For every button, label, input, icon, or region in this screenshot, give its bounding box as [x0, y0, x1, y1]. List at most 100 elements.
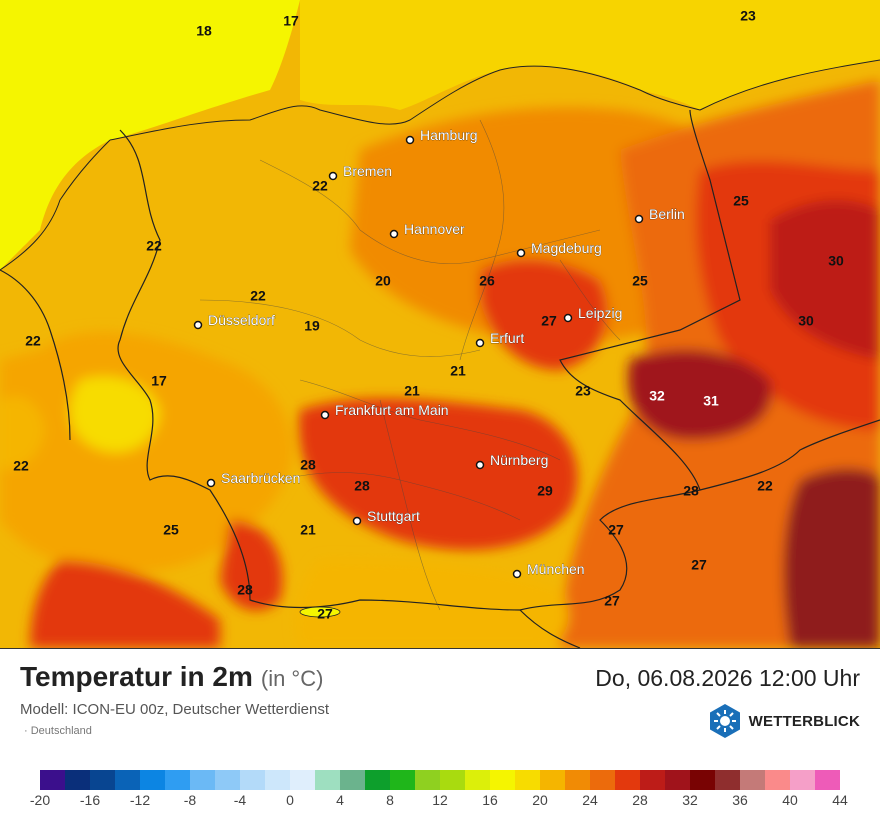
- color-scale-segment: [115, 770, 140, 790]
- color-scale-segment: [590, 770, 615, 790]
- country-borders: [0, 109, 880, 648]
- color-scale-tick-label: -8: [183, 792, 197, 808]
- color-scale-segment: [390, 770, 415, 790]
- color-scale-segment: [215, 770, 240, 790]
- city-label: München: [527, 561, 585, 577]
- temperature-map: Hamburg Bremen Hannover Berlin Magdeburg Düss…: [0, 0, 880, 649]
- city-label: Leipzig: [578, 305, 622, 321]
- city-label: Stuttgart: [367, 508, 420, 524]
- city-label: Hannover: [404, 221, 465, 237]
- temperature-label: 25: [733, 193, 749, 209]
- temperature-label: 21: [300, 522, 316, 538]
- temperature-labels-layer: 18 17 23 22 22 25 22 20 26 25 30 27 30 22 19 17 21 21 23 32…: [13, 8, 844, 622]
- temperature-label: 26: [479, 273, 495, 289]
- temperature-label: 28: [683, 483, 699, 499]
- temperature-label: 22: [13, 458, 29, 474]
- color-scale-segment: [90, 770, 115, 790]
- city-label: Erfurt: [490, 330, 524, 346]
- color-scale-segment: [40, 770, 65, 790]
- temperature-label: 29: [537, 483, 553, 499]
- temperature-label: 19: [304, 318, 320, 334]
- model-subtitle: Modell: ICON-EU 00z, Deutscher Wetterdie…: [20, 701, 330, 718]
- color-scale-segment: [265, 770, 290, 790]
- color-scale-segment: [790, 770, 815, 790]
- temperature-label: 22: [250, 288, 266, 304]
- city-label: Düsseldorf: [208, 312, 275, 328]
- color-scale-segment: [540, 770, 565, 790]
- color-scale-segment: [715, 770, 740, 790]
- color-scale-tick-label: -4: [233, 792, 247, 808]
- temperature-label: 23: [740, 8, 756, 24]
- color-scale-segment: [690, 770, 715, 790]
- color-scale-segment: [340, 770, 365, 790]
- color-scale-tick-label: 4: [336, 792, 344, 808]
- state-borders: [199, 119, 621, 611]
- color-scale-segment: [815, 770, 840, 790]
- temperature-label: 31: [703, 393, 719, 409]
- temperature-label: 21: [404, 383, 420, 399]
- color-scale-tick-label: -16: [79, 792, 101, 808]
- city-marker: [405, 135, 415, 145]
- temperature-label: 17: [151, 373, 167, 389]
- city-marker: [512, 569, 522, 579]
- color-scale-ticks: -20 -16 -12 -8 -4 0 4 8 12 16 20 24 28 32 36 40 44: [30, 792, 848, 810]
- baltic-sea: [300, 0, 880, 110]
- color-scale-tick-label: 0: [286, 792, 294, 808]
- color-scale-segment: [140, 770, 165, 790]
- color-scale-segment: [740, 770, 765, 790]
- city-layer: Hamburg Bremen Hannover Berlin Magdeburg Düss…: [193, 127, 685, 579]
- north-sea: [0, 0, 300, 270]
- color-scale-tick-label: 44: [832, 792, 848, 808]
- city-marker: [328, 171, 338, 181]
- temperature-label: 22: [757, 478, 773, 494]
- color-scale-segment: [465, 770, 490, 790]
- color-scale-segment: [290, 770, 315, 790]
- color-scale-segment: [415, 770, 440, 790]
- temperature-label: 27: [608, 522, 624, 538]
- city-marker: [563, 313, 573, 323]
- temperature-label: 23: [575, 383, 591, 399]
- wetterblick-logo[interactable]: WETTERBLICK: [707, 703, 860, 739]
- color-scale-tick-label: -20: [29, 792, 51, 808]
- temperature-label: 22: [312, 178, 328, 194]
- temperature-label: 25: [163, 522, 179, 538]
- color-scale-segment: [515, 770, 540, 790]
- color-scale-tick-label: 32: [682, 792, 698, 808]
- temperature-field: [0, 80, 880, 648]
- sun-logo-icon: [709, 704, 740, 738]
- city-marker: [475, 338, 485, 348]
- temperature-label: 22: [146, 238, 162, 254]
- color-scale-tick-label: 28: [632, 792, 648, 808]
- title-text: Temperatur in 2m: [20, 661, 253, 692]
- color-scale-segment: [365, 770, 390, 790]
- city-marker: [320, 410, 330, 420]
- color-scale-tick-label: 12: [432, 792, 448, 808]
- temperature-label: 30: [828, 253, 844, 269]
- city-label: Nürnberg: [490, 452, 548, 468]
- color-scale: [40, 770, 840, 790]
- temperature-label: 18: [196, 23, 212, 39]
- color-scale-tick-label: -12: [129, 792, 151, 808]
- color-scale-tick-label: 24: [582, 792, 598, 808]
- color-scale-tick-label: 8: [386, 792, 394, 808]
- temperature-label: 21: [450, 363, 466, 379]
- color-scale-segment: [440, 770, 465, 790]
- lake-constance: [299, 606, 341, 618]
- temperature-label: 28: [300, 457, 316, 473]
- temperature-label: 27: [604, 593, 620, 609]
- temperature-label: 17: [283, 13, 299, 29]
- color-scale-tick-label: 36: [732, 792, 748, 808]
- color-scale-segment: [165, 770, 190, 790]
- city-label: Saarbrücken: [221, 470, 300, 486]
- city-marker: [193, 320, 203, 330]
- city-marker: [516, 248, 526, 258]
- color-scale-segment: [190, 770, 215, 790]
- forecast-datetime: Do, 06.08.2026 12:00 Uhr: [595, 665, 860, 691]
- color-scale-segment: [65, 770, 90, 790]
- city-marker: [634, 214, 644, 224]
- city-label: Bremen: [343, 163, 392, 179]
- temperature-label: 25: [632, 273, 648, 289]
- color-scale-segment: [665, 770, 690, 790]
- temperature-label: 27: [541, 313, 557, 329]
- region-label: · Deutschland: [24, 725, 92, 737]
